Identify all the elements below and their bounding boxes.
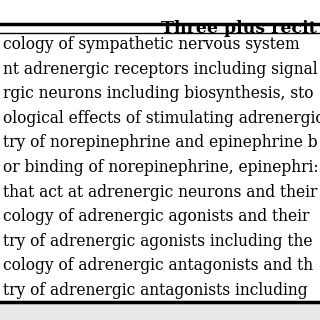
Text: cology of sympathetic nervous system: cology of sympathetic nervous system	[3, 36, 300, 53]
Text: Three plus recit: Three plus recit	[161, 20, 317, 37]
Text: that act at adrenergic neurons and their: that act at adrenergic neurons and their	[3, 184, 317, 201]
Text: rgic neurons including biosynthesis, sto: rgic neurons including biosynthesis, sto	[3, 85, 314, 102]
Text: try of norepinephrine and epinephrine b: try of norepinephrine and epinephrine b	[3, 134, 318, 151]
Bar	[0, 0, 320, 24]
Text: nt adrenergic receptors including signal: nt adrenergic receptors including signal	[3, 61, 318, 78]
Text: ological effects of stimulating adrenergic: ological effects of stimulating adrenerg…	[3, 110, 320, 127]
Text: cology of adrenergic antagonists and th: cology of adrenergic antagonists and th	[3, 257, 313, 274]
Bar	[0, 24, 320, 302]
Text: try of adrenergic antagonists including: try of adrenergic antagonists including	[3, 282, 308, 299]
Text: try of adrenergic agonists including the: try of adrenergic agonists including the	[3, 233, 313, 250]
Text: or binding of norepinephrine, epinephri:: or binding of norepinephrine, epinephri:	[3, 159, 319, 176]
Text: cology of adrenergic agonists and their: cology of adrenergic agonists and their	[3, 208, 309, 225]
